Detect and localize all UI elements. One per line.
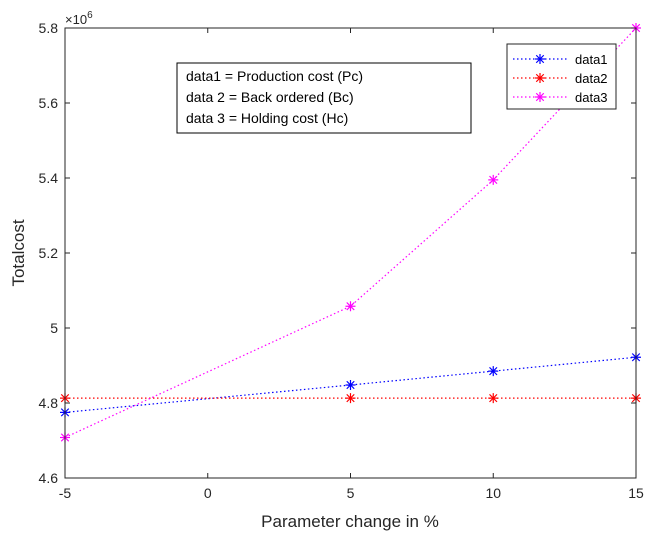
- legend-label: data3: [575, 90, 608, 105]
- series-data1: [60, 352, 641, 418]
- y-tick-label: 5: [50, 320, 58, 336]
- annotation-line: data1 = Production cost (Pc): [186, 68, 363, 84]
- marker-stroke: [489, 393, 498, 403]
- y-tick-label: 5.8: [39, 20, 59, 36]
- annotation-frame: [176, 62, 472, 134]
- legend-label: data2: [575, 71, 608, 86]
- legend-entry: data2: [513, 71, 608, 86]
- y-tick-label: 4.8: [39, 395, 59, 411]
- legend-frame: [506, 43, 617, 110]
- x-tick-label: 5: [347, 485, 355, 501]
- marker-stroke: [346, 393, 355, 403]
- marker-stroke: [535, 73, 545, 83]
- legend: data1 data2 data3: [506, 43, 617, 110]
- marker-stroke: [489, 366, 498, 376]
- marker-stroke: [535, 54, 545, 64]
- legend-label: data1: [575, 52, 608, 67]
- annotation-line: data 3 = Holding cost (Hc): [186, 110, 348, 126]
- x-tick-label: 15: [628, 485, 644, 501]
- y-axis-label: Totalcost: [9, 219, 28, 286]
- marker-stroke: [346, 380, 355, 390]
- marker-stroke: [346, 302, 355, 311]
- y-tick-label: 5.4: [39, 170, 59, 186]
- annotation-box: data1 = Production cost (Pc) data 2 = Ba…: [176, 62, 472, 134]
- y-exponent-label: ×106: [65, 10, 93, 27]
- x-axis-label: Parameter change in %: [261, 512, 439, 531]
- data-point: [345, 380, 356, 390]
- data-point: [345, 301, 356, 312]
- y-tick-label: 4.6: [39, 470, 59, 486]
- x-tick-label: 0: [204, 485, 212, 501]
- y-tick-label: 5.6: [39, 95, 59, 111]
- x-tick-label: 10: [485, 485, 501, 501]
- legend-marker: [535, 92, 545, 102]
- legend-entry: data3: [513, 90, 608, 105]
- y-tick-label: 5.2: [39, 245, 59, 261]
- legend-marker: [535, 54, 545, 64]
- data-point: [488, 366, 499, 377]
- ticks-layer: -5 0 5 10 15 4.6 4.8 5 5.2 5.4 5.6 5.8: [39, 20, 644, 501]
- data-point: [488, 393, 499, 404]
- data-point: [488, 174, 499, 185]
- legend-entry: data1: [513, 52, 608, 67]
- x-tick-label: -5: [59, 485, 72, 501]
- marker-stroke: [535, 92, 545, 102]
- legend-marker: [535, 73, 545, 83]
- annotation-line: data 2 = Back ordered (Bc): [186, 89, 354, 105]
- data-point: [345, 393, 356, 404]
- marker-stroke: [489, 175, 498, 185]
